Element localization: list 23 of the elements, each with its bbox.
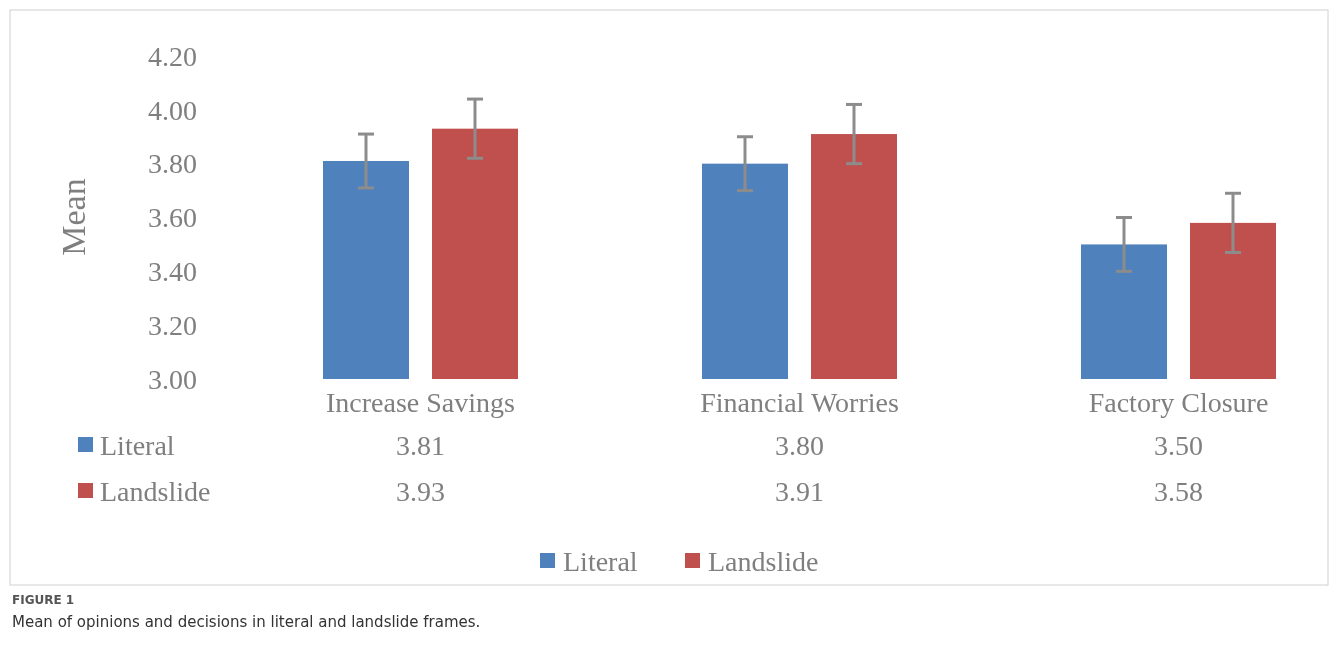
y-tick-label: 4.00 xyxy=(148,94,197,126)
y-tick-label: 3.80 xyxy=(148,148,197,180)
legend-label: Literal xyxy=(100,429,175,461)
y-tick-label: 3.00 xyxy=(148,363,197,395)
x-tick-label: Financial Worries xyxy=(700,386,899,418)
x-tick-label: Increase Savings xyxy=(326,386,515,418)
data-label: 3.50 xyxy=(1154,429,1203,461)
data-label: 3.91 xyxy=(775,475,824,507)
data-label: 3.80 xyxy=(775,429,824,461)
data-label: 3.81 xyxy=(396,429,445,461)
caption: FIGURE 1 xyxy=(12,593,75,608)
text: Mean of opinions and decisions in literal and landslide frames. xyxy=(12,613,481,632)
text: Literal xyxy=(563,545,638,577)
y-tick-label: 4.20 xyxy=(148,40,197,72)
legend-label: Landslide xyxy=(708,545,819,577)
data-label: 3.58 xyxy=(1154,475,1203,507)
x-tick-label: Factory Closure xyxy=(1088,386,1269,418)
data-label: 3.93 xyxy=(396,475,445,507)
y-tick-label: 3.60 xyxy=(148,202,197,234)
y-tick-label: 3.20 xyxy=(148,309,197,341)
text: Landslide xyxy=(100,475,211,507)
y-axis-title: Mean xyxy=(55,178,92,256)
y-tick-label: 3.40 xyxy=(148,256,197,288)
